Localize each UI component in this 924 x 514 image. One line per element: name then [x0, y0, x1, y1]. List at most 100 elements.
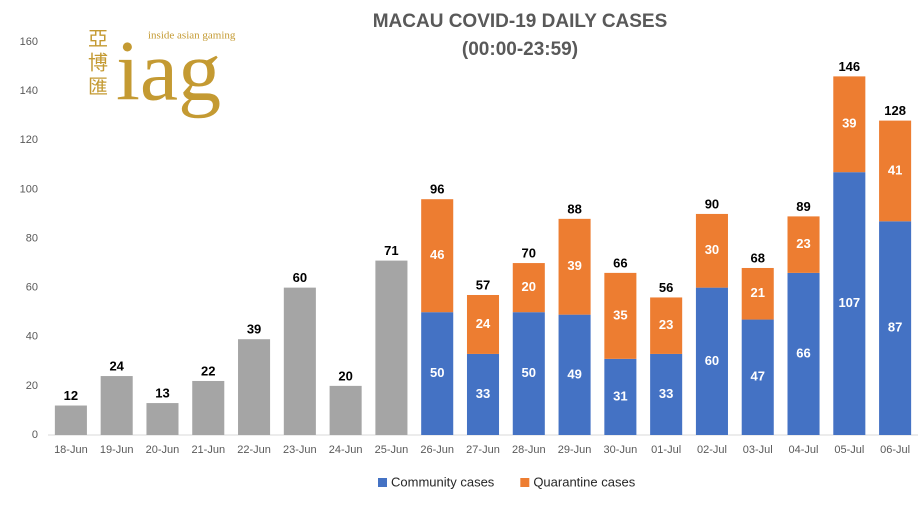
- value-label: 46: [430, 247, 444, 262]
- legend-label: Community cases: [391, 474, 495, 489]
- legend-swatch: [378, 478, 387, 487]
- bar-segment: [512, 263, 545, 313]
- bar-segment: [879, 120, 912, 222]
- value-label: 24: [476, 316, 491, 331]
- bar-segment: [421, 199, 454, 313]
- value-label: 39: [567, 258, 581, 273]
- value-label: 21: [751, 285, 765, 300]
- bar-segment: [695, 213, 728, 288]
- bar-segment: [879, 221, 912, 435]
- value-label: 33: [476, 386, 490, 401]
- logo-text: iag: [116, 23, 221, 119]
- x-tick-label: 23-Jun: [283, 444, 317, 456]
- legend-label: Quarantine cases: [533, 474, 635, 489]
- bar-segment: [466, 353, 500, 435]
- bar-segment: [833, 76, 866, 173]
- x-tick-label: 28-Jun: [512, 444, 546, 456]
- total-label: 68: [751, 250, 765, 265]
- chart-title: MACAU COVID-19 DAILY CASES: [373, 11, 668, 32]
- bar-segment: [421, 312, 454, 435]
- logo-tagline: inside asian gaming: [148, 30, 236, 42]
- y-tick-label: 60: [26, 282, 38, 294]
- bar-segment: [787, 272, 820, 435]
- total-label: 20: [338, 368, 352, 383]
- total-label: 60: [293, 270, 307, 285]
- bar-segment: [192, 380, 225, 435]
- bar-segment: [238, 339, 271, 435]
- y-tick-label: 0: [32, 429, 38, 441]
- value-label: 31: [613, 388, 627, 403]
- x-tick-label: 02-Jul: [697, 444, 727, 456]
- bar-segment: [512, 312, 545, 435]
- total-label: 13: [155, 386, 169, 401]
- value-label: 47: [751, 369, 765, 384]
- bar-segment: [100, 376, 133, 435]
- y-tick-label: 40: [26, 331, 38, 343]
- total-label: 56: [659, 280, 673, 295]
- y-tick-label: 120: [20, 134, 38, 146]
- bar-segment: [604, 358, 637, 435]
- total-label: 90: [705, 196, 719, 211]
- total-label: 128: [884, 103, 906, 118]
- x-tick-label: 19-Jun: [100, 444, 134, 456]
- x-tick-label: 29-Jun: [558, 444, 592, 456]
- x-tick-label: 27-Jun: [466, 444, 500, 456]
- x-tick-label: 24-Jun: [329, 444, 363, 456]
- value-label: 33: [659, 386, 673, 401]
- bar-segment: [375, 260, 408, 435]
- logo-char: 博: [88, 51, 108, 75]
- logo-char: 亞: [88, 27, 108, 51]
- value-label: 50: [522, 365, 536, 380]
- total-label: 71: [384, 243, 398, 258]
- logo: 亞 博 匯 inside asian gaming iag: [88, 23, 236, 119]
- bar-segment: [650, 297, 683, 354]
- total-label: 96: [430, 182, 444, 197]
- value-label: 30: [705, 242, 719, 257]
- value-label: 66: [796, 345, 810, 360]
- value-label: 20: [522, 279, 536, 294]
- y-tick-label: 20: [26, 380, 38, 392]
- total-label: 89: [796, 199, 810, 214]
- value-label: 49: [567, 366, 581, 381]
- x-tick-label: 04-Jul: [789, 444, 819, 456]
- bar-segment: [741, 267, 774, 320]
- bar-segment: [558, 218, 591, 315]
- x-tick-label: 01-Jul: [651, 444, 681, 456]
- value-label: 50: [430, 365, 444, 380]
- bar-segment: [650, 353, 683, 435]
- total-label: 39: [247, 322, 261, 337]
- x-tick-label: 21-Jun: [191, 444, 225, 456]
- x-tick-label: 20-Jun: [146, 444, 180, 456]
- value-label: 23: [796, 236, 810, 251]
- total-label: 12: [64, 388, 78, 403]
- y-tick-label: 160: [20, 36, 38, 48]
- total-label: 24: [109, 358, 124, 373]
- bar-segment: [466, 294, 500, 354]
- total-label: 57: [476, 277, 490, 292]
- x-tick-label: 18-Jun: [54, 444, 88, 456]
- value-label: 60: [705, 353, 719, 368]
- bar-segment: [741, 319, 774, 435]
- bar-segment: [558, 314, 591, 435]
- value-label: 35: [613, 307, 627, 322]
- chart-subtitle: (00:00-23:59): [462, 39, 578, 60]
- logo-char: 匯: [88, 75, 108, 99]
- value-label: 39: [842, 116, 856, 131]
- bar-segment: [283, 287, 316, 435]
- total-label: 70: [522, 246, 536, 261]
- bar-segment: [787, 216, 820, 273]
- bar-segment: [695, 287, 728, 435]
- total-label: 22: [201, 363, 215, 378]
- x-tick-label: 25-Jun: [375, 444, 409, 456]
- y-tick-label: 100: [20, 183, 38, 195]
- x-tick-label: 05-Jul: [834, 444, 864, 456]
- x-tick-label: 26-Jun: [420, 444, 454, 456]
- total-label: 146: [838, 59, 860, 74]
- total-label: 66: [613, 255, 627, 270]
- value-label: 23: [659, 317, 673, 332]
- bar-segment: [604, 272, 637, 359]
- value-label: 107: [838, 295, 860, 310]
- value-label: 87: [888, 320, 902, 335]
- y-tick-label: 80: [26, 232, 38, 244]
